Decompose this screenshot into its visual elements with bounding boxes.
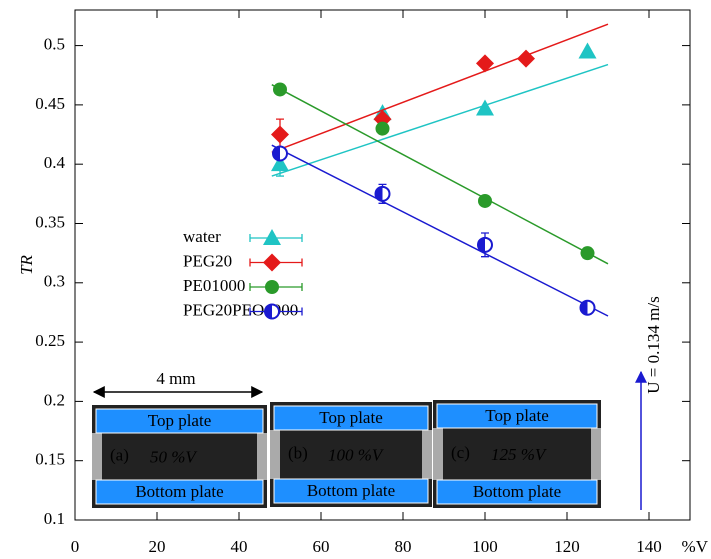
marker bbox=[477, 236, 493, 253]
fit-line bbox=[271, 23, 609, 154]
x-tick-label: 80 bbox=[395, 537, 412, 556]
marker bbox=[273, 82, 287, 97]
legend-label: PE01000 bbox=[183, 276, 245, 295]
inset-tag: (b) bbox=[288, 443, 308, 462]
top-plate bbox=[436, 403, 598, 429]
inset-wall bbox=[433, 428, 443, 480]
marker bbox=[476, 99, 494, 116]
y-tick-label: 0.3 bbox=[44, 272, 65, 291]
inset-tag: (a) bbox=[110, 445, 129, 464]
top-plate-label: Top plate bbox=[319, 408, 382, 427]
marker-half bbox=[265, 304, 272, 319]
y-tick-label: 0.2 bbox=[44, 390, 65, 409]
inset-wall bbox=[591, 428, 601, 480]
x-tick-label: 40 bbox=[231, 537, 248, 556]
fit-line bbox=[271, 63, 609, 177]
marker bbox=[271, 125, 289, 144]
x-tick-label: 100 bbox=[472, 537, 498, 556]
bottom-plate-label: Bottom plate bbox=[135, 482, 223, 501]
marker bbox=[517, 49, 535, 68]
y-tick-label: 0.15 bbox=[35, 450, 65, 469]
inset-wall bbox=[270, 430, 280, 479]
legend-label: PEG20PEO1000 bbox=[183, 300, 298, 319]
inset-fraction: 100 %V bbox=[328, 445, 385, 464]
marker-half bbox=[273, 146, 280, 161]
marker bbox=[265, 280, 279, 294]
legend-label: water bbox=[183, 227, 221, 246]
legend-label: PEG20 bbox=[183, 251, 232, 270]
y-tick-label: 0.25 bbox=[35, 331, 65, 350]
x-tick-label: 0 bbox=[71, 537, 80, 556]
marker bbox=[580, 246, 595, 261]
marker bbox=[375, 121, 390, 136]
x-tick-label: 120 bbox=[554, 537, 580, 556]
fit-line bbox=[271, 144, 609, 317]
x-tick-label: 60 bbox=[313, 537, 330, 556]
scale-label: 4 mm bbox=[156, 369, 195, 388]
inset-tag: (c) bbox=[451, 443, 470, 462]
bottom-plate bbox=[436, 479, 598, 505]
y-tick-label: 0.45 bbox=[35, 94, 65, 113]
marker bbox=[271, 155, 289, 172]
inset-wall bbox=[257, 433, 267, 480]
y-tick-label: 0.4 bbox=[44, 153, 66, 172]
marker bbox=[374, 185, 391, 202]
y-tick-label: 0.35 bbox=[35, 212, 65, 231]
marker bbox=[272, 145, 288, 162]
bottom-plate bbox=[95, 479, 264, 505]
marker-half bbox=[580, 300, 588, 315]
marker bbox=[263, 253, 281, 272]
x-tick-label: 20 bbox=[149, 537, 166, 556]
top-plate-label: Top plate bbox=[148, 411, 211, 430]
bottom-plate-label: Bottom plate bbox=[473, 482, 561, 501]
top-plate bbox=[273, 405, 429, 431]
inset-wall bbox=[422, 430, 432, 479]
y-axis-label: TR bbox=[17, 254, 36, 274]
x-tick-label: 140 bbox=[636, 537, 662, 556]
fit-line bbox=[271, 84, 609, 265]
inset-fraction: 125 %V bbox=[491, 445, 548, 464]
top-plate-label: Top plate bbox=[485, 406, 548, 425]
marker bbox=[578, 42, 597, 59]
top-plate bbox=[95, 408, 264, 434]
velocity-label: U = 0.134 m/s bbox=[644, 296, 663, 393]
marker-half bbox=[375, 186, 383, 201]
plot-frame bbox=[74, 9, 691, 521]
marker-half bbox=[478, 237, 485, 252]
inset-fraction: 50 %V bbox=[150, 447, 198, 466]
marker bbox=[478, 193, 492, 208]
y-tick-label: 0.1 bbox=[44, 509, 65, 528]
marker bbox=[264, 303, 280, 320]
bottom-plate-label: Bottom plate bbox=[307, 481, 395, 500]
inset-wall bbox=[92, 433, 102, 480]
x-axis-label: %V bbox=[682, 537, 709, 556]
marker bbox=[579, 299, 596, 316]
marker bbox=[263, 229, 281, 245]
marker bbox=[476, 54, 494, 73]
bottom-plate bbox=[273, 478, 429, 504]
y-tick-label: 0.5 bbox=[44, 34, 65, 53]
